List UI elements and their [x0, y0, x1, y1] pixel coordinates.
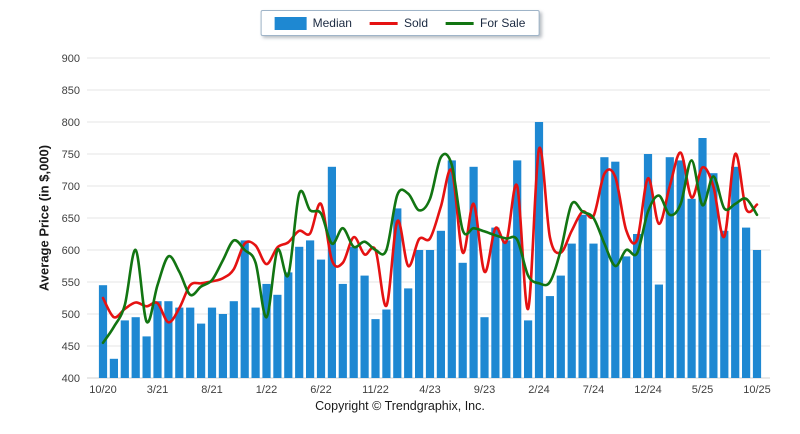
chart-page: Median Sold For Sale Average Price (in $…: [0, 0, 800, 434]
x-tick-label: 11/22: [362, 384, 389, 396]
median-bar: [371, 319, 379, 378]
median-bar: [230, 301, 238, 378]
median-bar: [382, 310, 390, 378]
median-bar: [328, 167, 336, 378]
legend-item-sold: Sold: [370, 16, 428, 30]
y-tick-label: 900: [62, 53, 80, 65]
x-tick-label: 6/22: [310, 384, 331, 396]
median-bar: [143, 336, 151, 378]
median-bar: [742, 228, 750, 378]
median-bar: [197, 324, 205, 378]
x-tick-label: 10/20: [89, 384, 117, 396]
legend-label-median: Median: [313, 16, 352, 30]
median-bar: [284, 272, 292, 378]
median-bar: [731, 167, 739, 378]
y-tick-label: 400: [62, 373, 80, 385]
y-axis-title: Average Price (in $,000): [37, 145, 52, 291]
chart-canvas: 400 450 500 550 600 650 700 750 800 850 900 10/20 3/…: [0, 0, 800, 398]
median-bar: [404, 288, 412, 378]
median-bar: [655, 285, 663, 378]
median-bar: [546, 296, 554, 378]
median-bar: [459, 263, 467, 378]
y-tick-label: 700: [62, 181, 80, 193]
x-tick-label: 1/22: [256, 384, 277, 396]
median-bar: [317, 260, 325, 378]
median-bar: [600, 157, 608, 378]
median-bar: [252, 308, 260, 378]
median-bar: [622, 256, 630, 378]
median-bar: [241, 240, 249, 378]
median-bar: [219, 314, 227, 378]
median-bar: [110, 359, 118, 378]
median-bar: [339, 284, 347, 378]
y-axis-labels: 400 450 500 550 600 650 700 750 800 850 900: [62, 53, 80, 385]
median-bar: [426, 250, 434, 378]
x-tick-label: 9/23: [474, 384, 495, 396]
legend: Median Sold For Sale: [261, 10, 540, 36]
y-tick-label: 500: [62, 309, 80, 321]
x-tick-label: 5/25: [692, 384, 713, 396]
y-tick-label: 450: [62, 341, 80, 353]
median-bar: [568, 244, 576, 378]
median-bar: [153, 301, 161, 378]
y-tick-label: 850: [62, 85, 80, 97]
median-bar: [437, 231, 445, 378]
legend-item-median: Median: [275, 16, 352, 30]
median-bar: [208, 308, 216, 378]
median-bar: [579, 215, 587, 378]
median-bar: [753, 250, 761, 378]
median-swatch: [275, 17, 307, 30]
median-bar: [470, 167, 478, 378]
median-bar: [589, 244, 597, 378]
median-bar: [186, 308, 194, 378]
y-tick-label: 550: [62, 277, 80, 289]
for-sale-line-swatch: [446, 22, 474, 25]
sold-line-swatch: [370, 22, 398, 25]
median-bar: [175, 308, 183, 378]
median-bar: [688, 199, 696, 378]
legend-label-forsale: For Sale: [480, 16, 525, 30]
y-tick-label: 650: [62, 213, 80, 225]
median-bar: [295, 247, 303, 378]
copyright-text: Copyright © Trendgraphix, Inc.: [0, 399, 800, 413]
median-bar: [557, 276, 565, 378]
x-axis-labels: 10/20 3/21 8/21 1/22 6/22 11/22 4/23 9/23 2/24 7/…: [89, 384, 771, 396]
median-bar: [415, 250, 423, 378]
median-bar: [480, 317, 488, 378]
y-tick-label: 750: [62, 149, 80, 161]
x-tick-label: 2/24: [528, 384, 549, 396]
y-tick-label: 600: [62, 245, 80, 257]
median-bar: [350, 247, 358, 378]
median-bar: [121, 320, 129, 378]
median-bar: [164, 301, 172, 378]
median-bar: [502, 240, 510, 378]
median-bar: [361, 276, 369, 378]
median-bar: [132, 317, 140, 378]
x-tick-label: 8/21: [201, 384, 222, 396]
median-bar: [273, 295, 281, 378]
x-tick-label: 10/25: [743, 384, 771, 396]
legend-item-forsale: For Sale: [446, 16, 525, 30]
x-tick-label: 3/21: [147, 384, 168, 396]
median-bar: [306, 240, 314, 378]
median-bar: [720, 231, 728, 378]
median-bar: [524, 320, 532, 378]
y-tick-label: 800: [62, 117, 80, 129]
x-tick-label: 12/24: [634, 384, 662, 396]
x-tick-label: 4/23: [419, 384, 440, 396]
legend-label-sold: Sold: [404, 16, 428, 30]
x-tick-label: 7/24: [583, 384, 604, 396]
median-bar: [491, 228, 499, 378]
